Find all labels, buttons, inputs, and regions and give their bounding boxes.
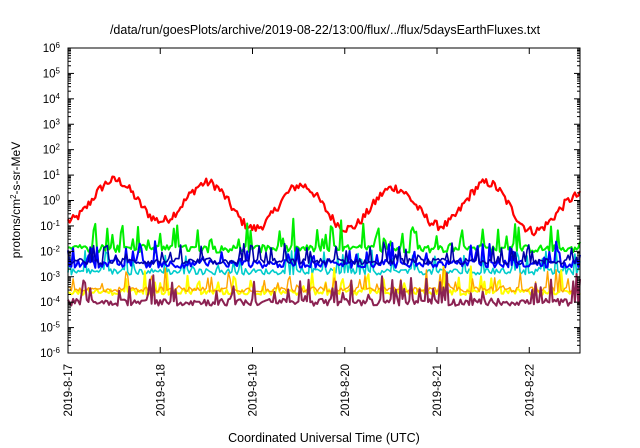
y-tick-label: 101 [43, 168, 61, 183]
y-tick-label: 100 [43, 193, 61, 208]
x-axis-label: Coordinated Universal Time (UTC) [228, 431, 420, 445]
series-line-7 [67, 272, 581, 307]
y-tick-label: 106 [43, 41, 61, 56]
y-tick-label: 10-2 [40, 244, 60, 258]
series-layer [67, 175, 582, 307]
y-axis-label: protons/cm2-s-sr-MeV [9, 142, 24, 258]
y-tick-label: 102 [43, 142, 61, 157]
y-tick-label: 105 [43, 66, 61, 81]
y-tick-label: 104 [43, 91, 61, 106]
x-tick-label: 2019-8-20 [340, 364, 352, 416]
y-tick-label: 10-3 [40, 269, 60, 284]
y-tick-label: 10-6 [40, 346, 60, 361]
series-line-4 [67, 241, 581, 266]
x-tick-label: 2019-8-17 [63, 364, 75, 416]
y-tick-label: 10-1 [40, 218, 60, 233]
series-line-0 [67, 175, 582, 237]
x-tick-label: 2019-8-18 [155, 364, 167, 416]
series-line-2 [67, 247, 581, 276]
x-tick-label: 2019-8-22 [524, 364, 536, 416]
y-axis: 10-6 10-5 10-4 10-3 10-2 10-1 100 101 102 103 104 1… [40, 41, 580, 361]
y-tick-label: 10-4 [40, 295, 60, 310]
plot-frame [67, 47, 581, 354]
series-line-1 [67, 217, 581, 254]
x-tick-label: 2019-8-21 [432, 364, 444, 416]
y-tick-label: 10-5 [40, 320, 60, 335]
chart-title: /data/run/goesPlots/archive/2019-08-22/1… [110, 23, 541, 37]
y-tick-label: 103 [43, 117, 61, 132]
x-axis: 2019-8-17 2019-8-18 2019-8-19 2019-8-20 2019… [63, 48, 536, 416]
x-tick-label: 2019-8-19 [248, 364, 260, 416]
